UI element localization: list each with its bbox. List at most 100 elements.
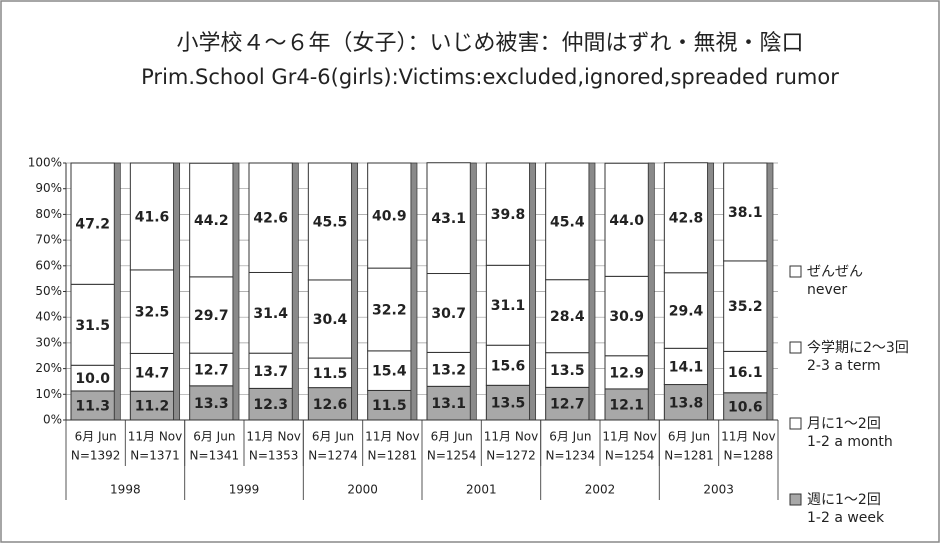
value-label: 39.8: [491, 207, 526, 223]
value-label: 47.2: [75, 217, 110, 233]
label-bg: [133, 208, 171, 225]
value-label: 10.6: [728, 399, 763, 415]
label-bg: [726, 298, 765, 315]
y-tick-label: 10%: [35, 387, 62, 401]
label-bg: [548, 213, 587, 230]
bar-shadow: [351, 162, 359, 421]
legend-swatch: [789, 493, 802, 506]
bar-shadow: [588, 162, 596, 421]
y-tick-label: 90%: [35, 181, 62, 195]
label-bg: [311, 395, 349, 412]
x-tick-sublabel: N=1353: [249, 449, 299, 463]
bar-shadow: [469, 162, 477, 421]
x-tick-label: 6月 Jun: [549, 430, 591, 444]
value-label: 32.2: [372, 302, 407, 318]
label-bg: [667, 394, 705, 411]
value-label: 11.3: [75, 398, 110, 414]
x-tick-label: 11月 Nov: [128, 430, 183, 444]
bar-shadow: [766, 162, 774, 421]
x-tick-sublabel: N=1254: [427, 449, 477, 463]
label-bg: [73, 397, 112, 414]
label-bg: [251, 396, 290, 413]
label-bg: [726, 203, 765, 220]
value-label: 41.6: [135, 209, 170, 225]
legend-label: ぜんぜん: [807, 264, 863, 280]
group-label: 2002: [585, 483, 616, 497]
label-bg: [370, 397, 409, 414]
legend-sublabel: 2-3 a term: [807, 358, 881, 374]
bar-shadow: [113, 162, 121, 421]
label-bg: [429, 304, 468, 321]
x-tick-sublabel: N=1281: [368, 449, 418, 463]
value-label: 12.6: [313, 397, 348, 413]
x-tick-label: 6月 Jun: [75, 430, 117, 444]
x-tick-sublabel: N=1288: [724, 449, 774, 463]
legend-label: 週に1〜2回: [807, 492, 881, 508]
x-tick-sublabel: N=1234: [546, 449, 596, 463]
value-label: 12.9: [609, 365, 644, 381]
label-bg: [192, 361, 231, 378]
label-bg: [311, 213, 349, 230]
value-label: 12.1: [609, 397, 644, 413]
label-bg: [667, 209, 705, 226]
x-tick-sublabel: N=1341: [190, 449, 240, 463]
x-tick-sublabel: N=1281: [664, 449, 714, 463]
value-label: 28.4: [550, 309, 585, 325]
value-label: 11.5: [313, 366, 348, 382]
bar-shadow: [647, 162, 655, 421]
bar-shadow: [232, 162, 240, 421]
label-bg: [133, 303, 171, 320]
value-label: 13.5: [550, 363, 585, 379]
label-bg: [607, 396, 646, 413]
value-label: 13.8: [669, 395, 704, 411]
label-bg: [489, 297, 527, 314]
y-tick-label: 70%: [35, 233, 62, 247]
label-bg: [429, 361, 468, 378]
y-tick-label: 80%: [35, 207, 62, 221]
label-bg: [73, 215, 112, 232]
value-label: 13.5: [491, 396, 526, 412]
group-label: 1998: [110, 483, 141, 497]
value-label: 30.4: [313, 312, 348, 328]
x-tick-label: 6月 Jun: [193, 430, 235, 444]
value-label: 35.2: [728, 299, 763, 315]
bar-shadow: [173, 162, 181, 421]
x-tick-sublabel: N=1274: [308, 449, 358, 463]
legend-label: 月に1〜2回: [807, 416, 881, 432]
label-bg: [667, 358, 705, 375]
y-tick-label: 60%: [35, 258, 62, 272]
label-bg: [251, 304, 290, 321]
y-tick-label: 0%: [43, 413, 62, 427]
value-label: 12.7: [194, 362, 229, 378]
label-bg: [73, 370, 112, 387]
value-label: 13.3: [194, 396, 229, 412]
value-label: 38.1: [728, 205, 763, 221]
label-bg: [370, 207, 409, 224]
label-bg: [726, 364, 765, 381]
value-label: 32.5: [135, 305, 170, 321]
label-bg: [607, 364, 646, 381]
label-bg: [429, 210, 468, 227]
label-bg: [607, 308, 646, 325]
label-bg: [192, 212, 231, 229]
value-label: 45.5: [313, 214, 348, 230]
x-tick-label: 6月 Jun: [312, 430, 354, 444]
label-bg: [73, 316, 112, 333]
legend-swatch: [789, 417, 802, 430]
label-bg: [548, 362, 587, 379]
label-bg: [251, 209, 290, 226]
x-tick-label: 11月 Nov: [721, 430, 776, 444]
label-bg: [192, 394, 231, 411]
value-label: 13.7: [253, 364, 288, 380]
value-label: 44.2: [194, 213, 229, 229]
label-bg: [667, 302, 705, 319]
label-bg: [548, 308, 587, 325]
group-label: 2001: [466, 483, 497, 497]
value-label: 14.7: [135, 365, 170, 381]
label-bg: [370, 362, 409, 379]
x-tick-label: 6月 Jun: [431, 430, 473, 444]
value-label: 12.3: [253, 397, 288, 413]
value-label: 15.4: [372, 364, 407, 380]
value-label: 40.9: [372, 209, 407, 225]
value-label: 29.4: [669, 304, 704, 320]
